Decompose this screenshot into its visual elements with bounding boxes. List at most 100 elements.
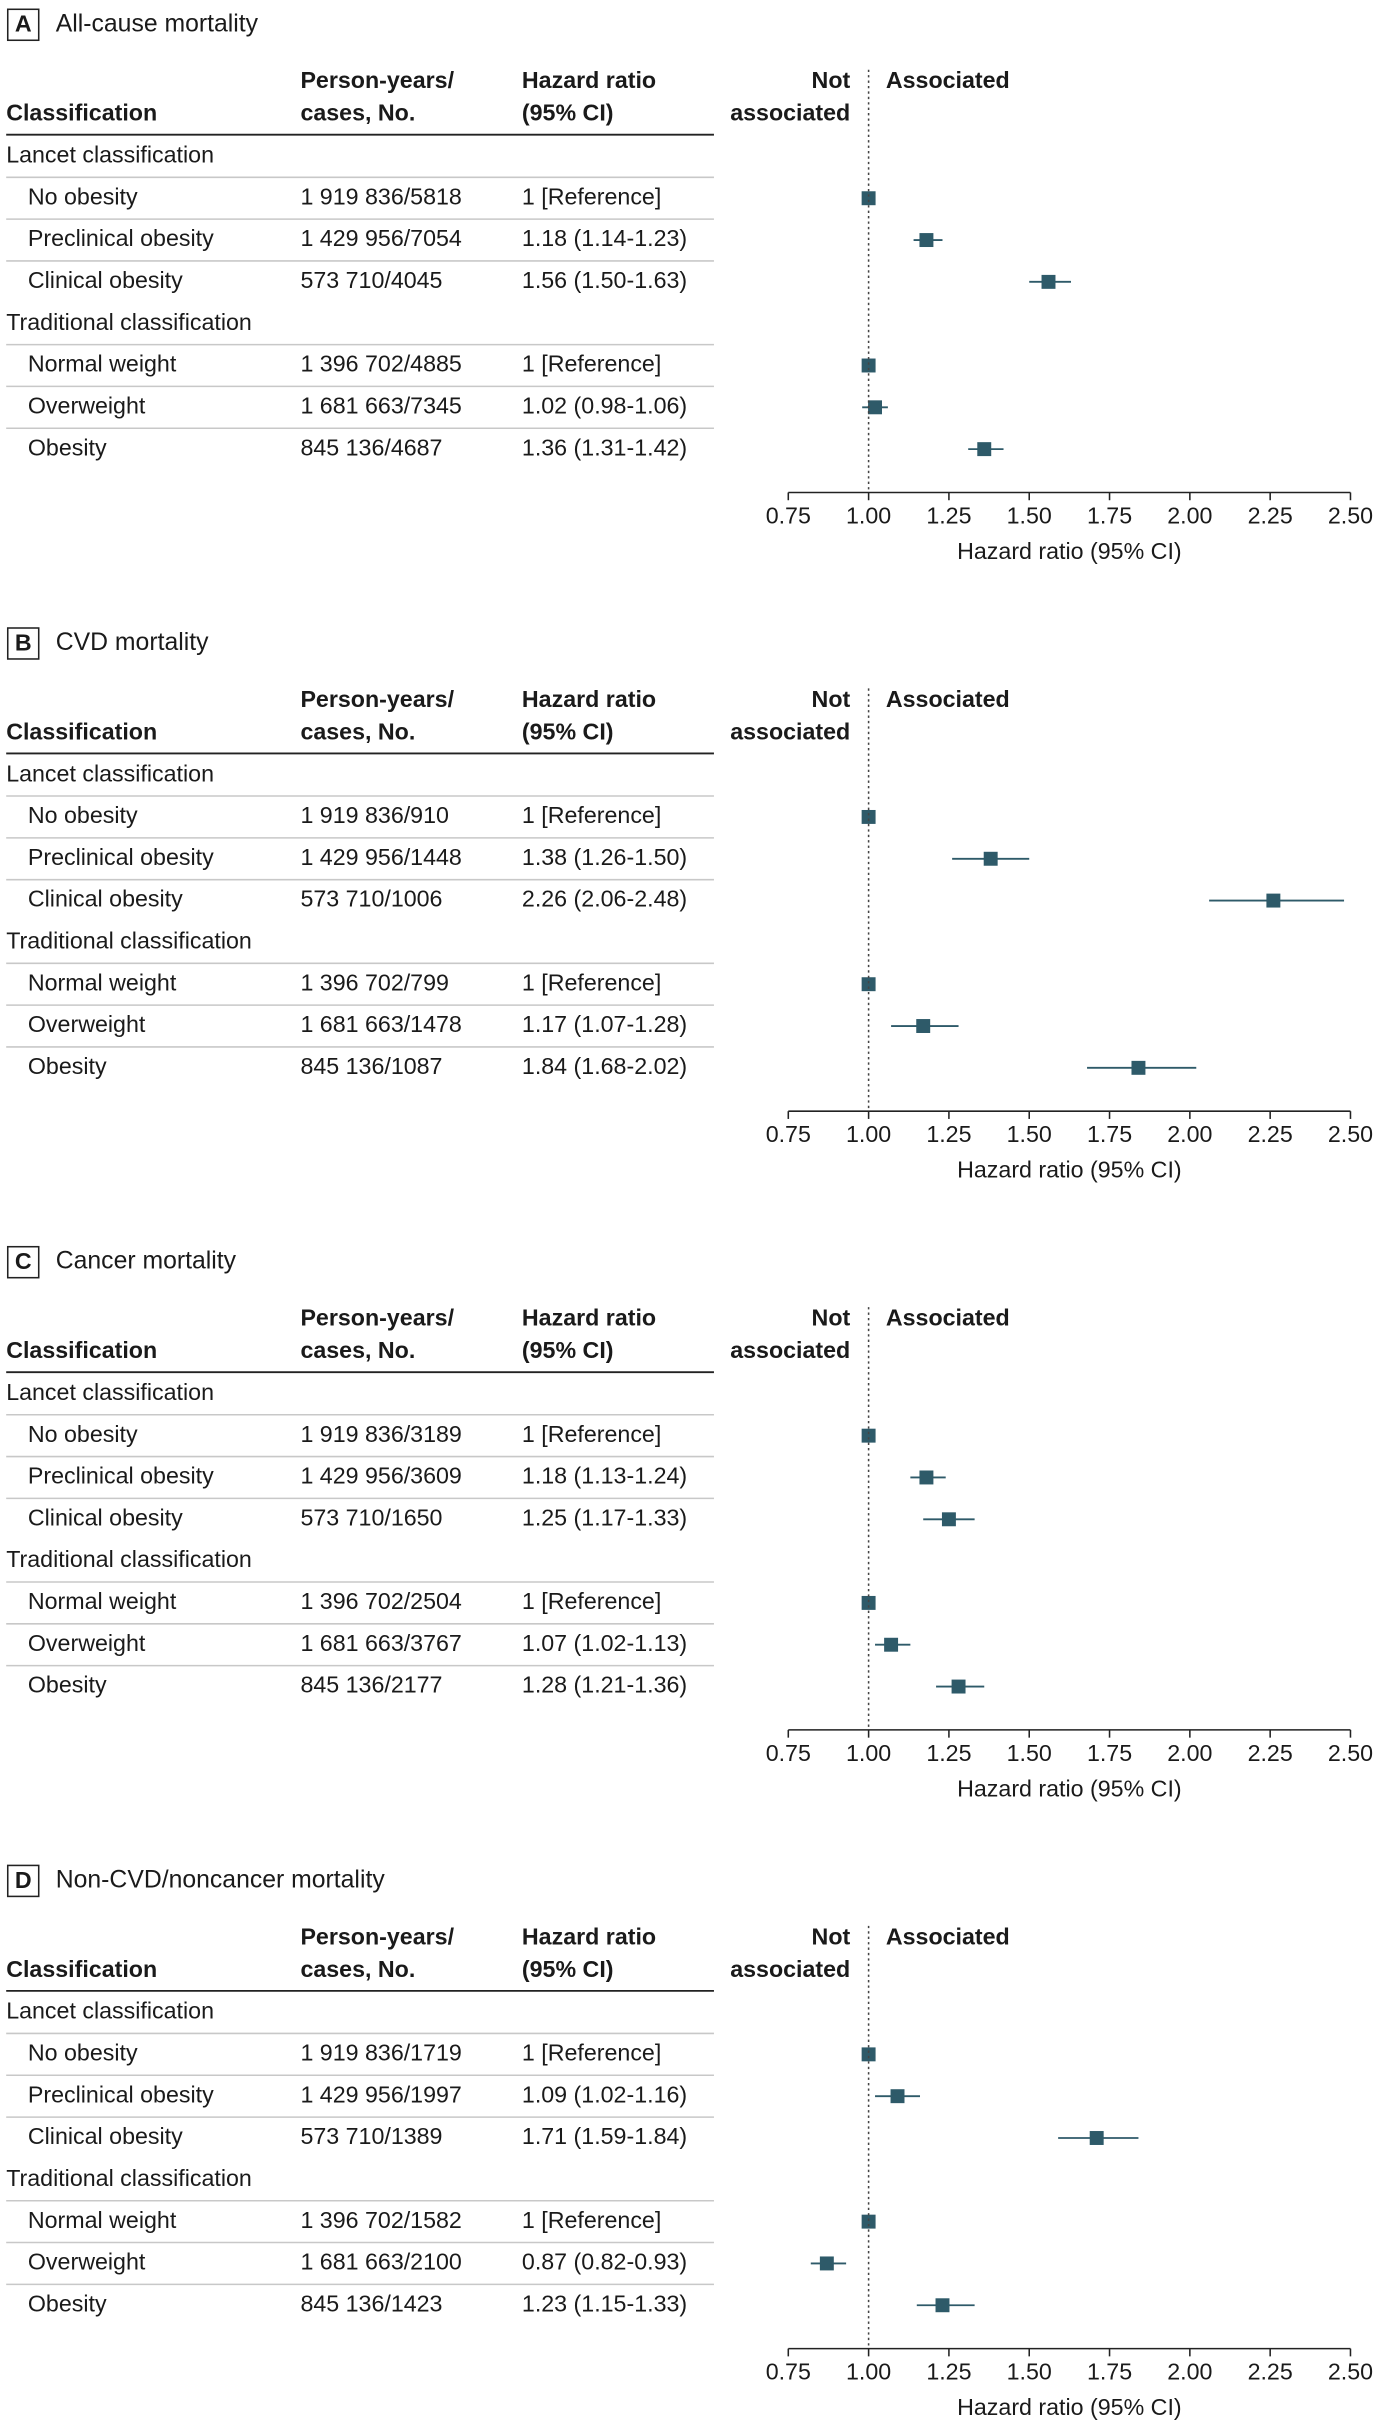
x-tick-label: 1.50 [1007, 502, 1052, 528]
row-label: Clinical obesity [28, 2123, 183, 2149]
right-label: Associated [886, 67, 1010, 93]
hr-marker [983, 851, 998, 866]
cases: 1 919 836/910 [300, 802, 448, 828]
x-tick-label: 2.00 [1167, 1740, 1212, 1766]
row-label: No obesity [28, 2040, 138, 2066]
row-label: Clinical obesity [28, 1504, 183, 1530]
row-label: Obesity [28, 1053, 107, 1079]
x-tick-label: 0.75 [766, 1740, 811, 1766]
panel-title: Non-CVD/noncancer mortality [56, 1866, 386, 1893]
x-tick-label: 0.75 [766, 2359, 811, 2385]
x-axis-label: Hazard ratio (95% CI) [957, 1775, 1182, 1801]
row-label: Clinical obesity [28, 267, 183, 293]
x-tick-label: 0.75 [766, 1121, 811, 1147]
x-tick-label: 0.75 [766, 502, 811, 528]
x-tick-label: 1.00 [846, 2359, 891, 2385]
x-tick-label: 2.25 [1248, 1121, 1293, 1147]
x-tick-label: 2.00 [1167, 2359, 1212, 2385]
column-header: (95% CI) [522, 1956, 614, 1982]
hr-marker [861, 358, 876, 373]
x-tick-label: 1.00 [846, 1740, 891, 1766]
column-header: Classification [6, 100, 157, 126]
hr-marker [935, 2298, 950, 2313]
hr-label: 1.25 (1.17-1.33) [522, 1504, 687, 1530]
cases: 1 429 956/7054 [300, 225, 461, 251]
column-header: Classification [6, 1337, 157, 1363]
x-tick-label: 1.25 [926, 1121, 971, 1147]
hr-marker [868, 400, 883, 415]
cases: 845 136/1087 [300, 1053, 442, 1079]
hr-label: 1 [Reference] [522, 351, 661, 377]
group-header: Traditional classification [6, 309, 252, 335]
hr-marker [819, 2256, 834, 2271]
hr-marker [941, 1512, 956, 1527]
column-header: Classification [6, 718, 157, 744]
row-label: Preclinical obesity [28, 844, 214, 870]
row-label: Obesity [28, 2290, 107, 2316]
x-tick-label: 1.25 [926, 502, 971, 528]
x-tick-label: 2.50 [1328, 1740, 1373, 1766]
hr-label: 2.26 (2.06-2.48) [522, 886, 687, 912]
column-header: (95% CI) [522, 1337, 614, 1363]
column-header: cases, No. [300, 1337, 415, 1363]
cases: 1 396 702/2504 [300, 1588, 461, 1614]
panel-label: A [15, 11, 32, 37]
hr-marker [1089, 2131, 1104, 2145]
column-header: Hazard ratio [522, 67, 656, 93]
x-tick-label: 1.25 [926, 2359, 971, 2385]
group-header: Traditional classification [6, 928, 252, 954]
panel-box [6, 1245, 40, 1279]
cases: 1 681 663/2100 [300, 2249, 461, 2275]
hr-marker [1131, 1060, 1146, 1075]
left-label: associated [730, 1956, 850, 1982]
row-label: No obesity [28, 1421, 138, 1447]
hr-marker [919, 1470, 934, 1485]
hr-label: 1.02 (0.98-1.06) [522, 392, 687, 418]
panel-box [6, 1864, 40, 1898]
column-header: (95% CI) [522, 100, 614, 126]
cases: 1 919 836/5818 [300, 183, 461, 209]
hr-label: 0.87 (0.82-0.93) [522, 2249, 687, 2275]
x-tick-label: 2.50 [1328, 502, 1373, 528]
left-label: associated [730, 1337, 850, 1363]
hr-marker [884, 1637, 899, 1652]
row-label: No obesity [28, 183, 138, 209]
hr-label: 1 [Reference] [522, 1588, 661, 1614]
hr-marker [1041, 274, 1056, 289]
column-header: (95% CI) [522, 718, 614, 744]
cases: 1 396 702/4885 [300, 351, 461, 377]
hr-marker [861, 2047, 876, 2062]
x-tick-label: 1.75 [1087, 502, 1132, 528]
hr-marker [890, 2089, 905, 2104]
hr-marker [861, 1428, 876, 1443]
group-header: Traditional classification [6, 1546, 252, 1572]
x-tick-label: 2.00 [1167, 502, 1212, 528]
hr-marker [916, 1019, 931, 1033]
cases: 1 681 663/3767 [300, 1630, 461, 1656]
cases: 1 919 836/3189 [300, 1421, 461, 1447]
hr-label: 1.09 (1.02-1.16) [522, 2081, 687, 2107]
x-tick-label: 2.00 [1167, 1121, 1212, 1147]
right-label: Associated [886, 1923, 1010, 1949]
panel-label: D [15, 1867, 32, 1893]
hr-label: 1.38 (1.26-1.50) [522, 844, 687, 870]
left-label: associated [730, 718, 850, 744]
x-tick-label: 1.50 [1007, 2359, 1052, 2385]
hr-label: 1 [Reference] [522, 2040, 661, 2066]
hr-label: 1.07 (1.02-1.13) [522, 1630, 687, 1656]
hr-label: 1.23 (1.15-1.33) [522, 2290, 687, 2316]
hr-label: 1.71 (1.59-1.84) [522, 2123, 687, 2149]
x-tick-label: 2.25 [1248, 2359, 1293, 2385]
hr-label: 1 [Reference] [522, 1421, 661, 1447]
hr-marker [861, 809, 876, 824]
column-header: Person-years/ [300, 1923, 454, 1949]
row-label: Overweight [28, 1630, 146, 1656]
x-axis-label: Hazard ratio (95% CI) [957, 538, 1182, 564]
row-label: Obesity [28, 1672, 107, 1698]
x-tick-label: 2.25 [1248, 502, 1293, 528]
panel-box [6, 627, 40, 660]
column-header: Classification [6, 1956, 157, 1982]
x-tick-label: 1.75 [1087, 1121, 1132, 1147]
row-label: Normal weight [28, 1588, 177, 1614]
